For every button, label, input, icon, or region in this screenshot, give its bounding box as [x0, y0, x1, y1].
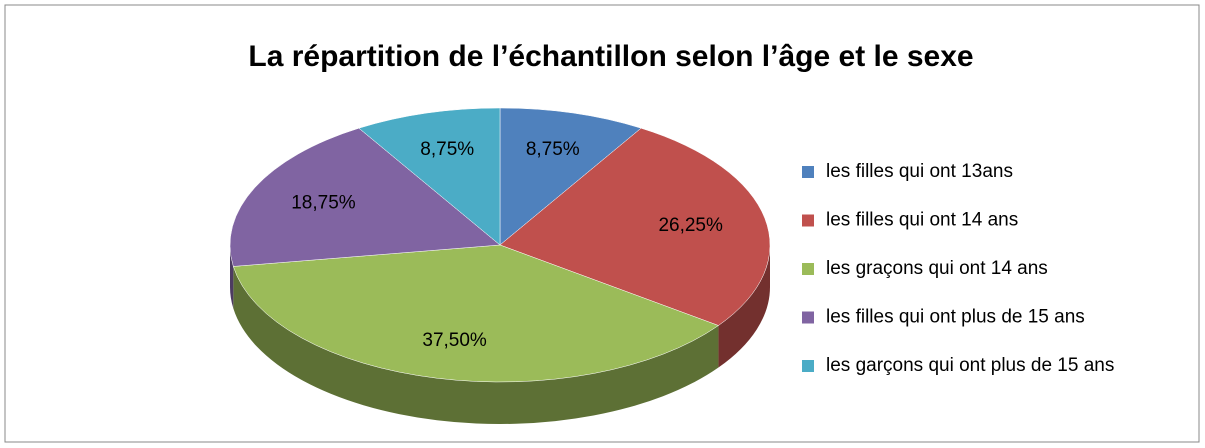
slice: [499, 107, 642, 246]
legend-label: les filles qui ont 14 ans: [826, 210, 1018, 231]
legend-swatch: [802, 360, 814, 372]
legend-label: les filles qui ont 13ans: [826, 161, 1013, 182]
slice: [499, 127, 771, 326]
legend-label: les filles qui ont plus de 15 ans: [826, 307, 1085, 328]
data-label: 26,25%: [658, 215, 723, 236]
legend-swatch: [802, 166, 814, 178]
data-label: 8,75%: [526, 139, 580, 160]
legend-swatch: [802, 311, 814, 324]
legend-label: les graçons qui ont 14 ans: [826, 258, 1048, 279]
legend-label: les garçons qui ont plus de 15 ans: [826, 355, 1114, 376]
slice-side: [230, 245, 234, 309]
data-label: 18,75%: [291, 193, 356, 214]
legend-swatch: [802, 214, 814, 227]
chart-title: La répartition de l’échantillon selon l’…: [248, 40, 973, 73]
slice: [229, 127, 501, 267]
legend-swatch: [802, 263, 814, 275]
slice: [358, 107, 501, 246]
slice: [232, 244, 719, 383]
data-label: 37,50%: [422, 330, 487, 351]
data-label: 8,75%: [420, 139, 474, 160]
slice-side: [718, 245, 770, 368]
slice-side: [233, 266, 719, 424]
